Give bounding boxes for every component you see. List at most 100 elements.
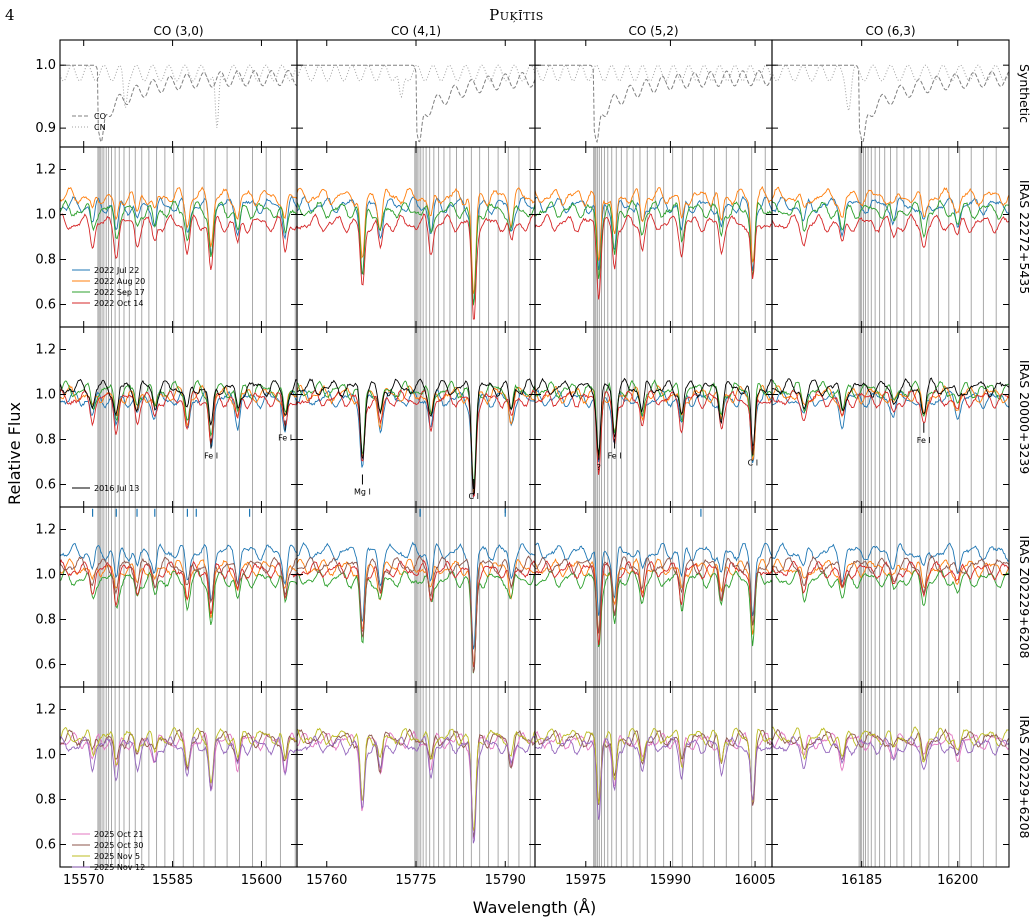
y-tick-label: 0.9	[35, 121, 56, 136]
spectrum-line	[296, 187, 536, 295]
legend-entry: 2025 Nov 12	[94, 863, 145, 872]
series-co-line	[535, 64, 773, 144]
x-tick-label: 15990	[650, 873, 691, 888]
running-title: Puķītis	[489, 6, 544, 24]
spectrum-line	[771, 196, 1010, 238]
x-tick-label: 15975	[565, 873, 606, 888]
spectrum-line	[771, 726, 1010, 763]
spectrum-line	[534, 390, 773, 475]
legend-entry: 2022 Oct 14	[94, 299, 143, 308]
spectrum-line	[59, 542, 298, 602]
panel-frame	[59, 506, 298, 688]
spectrum-line	[534, 213, 772, 300]
spectrum-line	[296, 569, 536, 674]
legend-entry: 2022 Sep 17	[94, 288, 145, 297]
spectrum-line	[771, 555, 1010, 594]
legend-entry: CN	[94, 123, 106, 132]
spectrum-line	[296, 541, 536, 650]
y-tick-label: 1.0	[35, 568, 56, 583]
panel-frame	[534, 39, 773, 148]
spectrum-line	[59, 728, 298, 790]
y-tick-label: 1.2	[35, 163, 56, 178]
spectrum-line	[296, 378, 536, 496]
x-tick-label: 15760	[306, 873, 347, 888]
line-id-label: Mg I	[354, 488, 371, 497]
line-id-label: Fe I	[917, 436, 931, 445]
spectrum-line	[296, 559, 536, 668]
spectrum-line	[59, 213, 298, 270]
line-id-label: ?	[597, 463, 601, 472]
spectrum-line	[296, 554, 536, 673]
row-label: IRAS Z02229+6208	[1017, 536, 1032, 659]
y-tick-label: 1.0	[35, 748, 56, 763]
row-label: IRAS 22272+5435	[1017, 180, 1032, 294]
spectrum-line	[534, 379, 773, 457]
legend-entry: 2025 Oct 30	[94, 841, 143, 850]
x-tick-label: 15775	[395, 873, 436, 888]
line-id-label: Fe I	[204, 452, 218, 461]
spectrum-line	[534, 557, 773, 635]
spectrum-line	[59, 556, 298, 604]
y-tick-label: 0.6	[35, 298, 56, 313]
series-cn-line	[296, 64, 536, 99]
series-cn-line	[59, 64, 298, 128]
spectrum-line	[534, 729, 773, 806]
spectrum-line	[534, 560, 773, 646]
series-cn-line	[771, 64, 1010, 113]
y-tick-label: 0.8	[35, 253, 56, 268]
spectrum-line	[534, 569, 773, 648]
spectrum-line	[534, 185, 773, 263]
panel-frame	[59, 326, 298, 508]
panel-frame	[771, 39, 1010, 148]
x-tick-label: 15600	[241, 873, 282, 888]
legend-entry: 2016 Jul 13	[94, 484, 139, 493]
y-tick-label: 0.8	[35, 793, 56, 808]
series-co-line	[60, 64, 298, 144]
panel-frame	[59, 686, 298, 868]
y-tick-label: 0.6	[35, 838, 56, 853]
page-number: 4	[5, 6, 15, 24]
spectrum-line	[296, 730, 536, 839]
spectrum-line	[771, 213, 1010, 249]
line-id-label: Fe I	[278, 434, 292, 443]
spectrum-line	[771, 728, 1010, 761]
x-tick-label: 15585	[152, 873, 193, 888]
row-label: IRAS Z02229+6208	[1017, 716, 1032, 839]
spectrum-line	[534, 542, 773, 617]
legend-entry: CO	[94, 112, 106, 121]
series-cn-line	[534, 64, 773, 82]
spectrum-line	[771, 389, 1010, 430]
line-id-label: C I	[748, 458, 759, 467]
spectrum-line	[296, 389, 536, 498]
spectrum-line	[59, 388, 298, 449]
panel-frame	[534, 326, 773, 508]
line-id-label: Fe I	[608, 452, 622, 461]
y-tick-label: 0.8	[35, 613, 56, 628]
spectrum-line	[771, 389, 1010, 424]
spectrum-line	[534, 377, 773, 456]
spectrum-line	[59, 379, 298, 437]
spectrum-line	[296, 735, 536, 844]
spectrum-line	[59, 735, 298, 792]
spectrum-line	[296, 727, 536, 832]
spectrum-line	[296, 213, 536, 320]
spectrum-line	[296, 558, 536, 666]
spectrum-line	[534, 556, 773, 634]
column-title: CO (3,0)	[153, 24, 203, 38]
spectrum-line	[771, 377, 1010, 415]
spectrum-line	[296, 389, 536, 498]
spectrum-line	[60, 731, 298, 791]
y-tick-label: 1.2	[35, 343, 56, 358]
x-tick-label: 15570	[63, 873, 104, 888]
spectrum-line	[59, 389, 298, 445]
panel-frame	[534, 686, 773, 868]
y-axis-label: Relative Flux	[5, 402, 24, 505]
spectrum-line	[59, 378, 298, 426]
spectrum-line	[59, 199, 298, 258]
spectrum-line	[59, 726, 298, 784]
spectrum-line	[534, 735, 773, 820]
column-title: CO (6,3)	[865, 24, 915, 38]
spectrum-line	[534, 727, 773, 804]
y-tick-label: 1.2	[35, 703, 56, 718]
spectrum-line	[59, 195, 298, 254]
